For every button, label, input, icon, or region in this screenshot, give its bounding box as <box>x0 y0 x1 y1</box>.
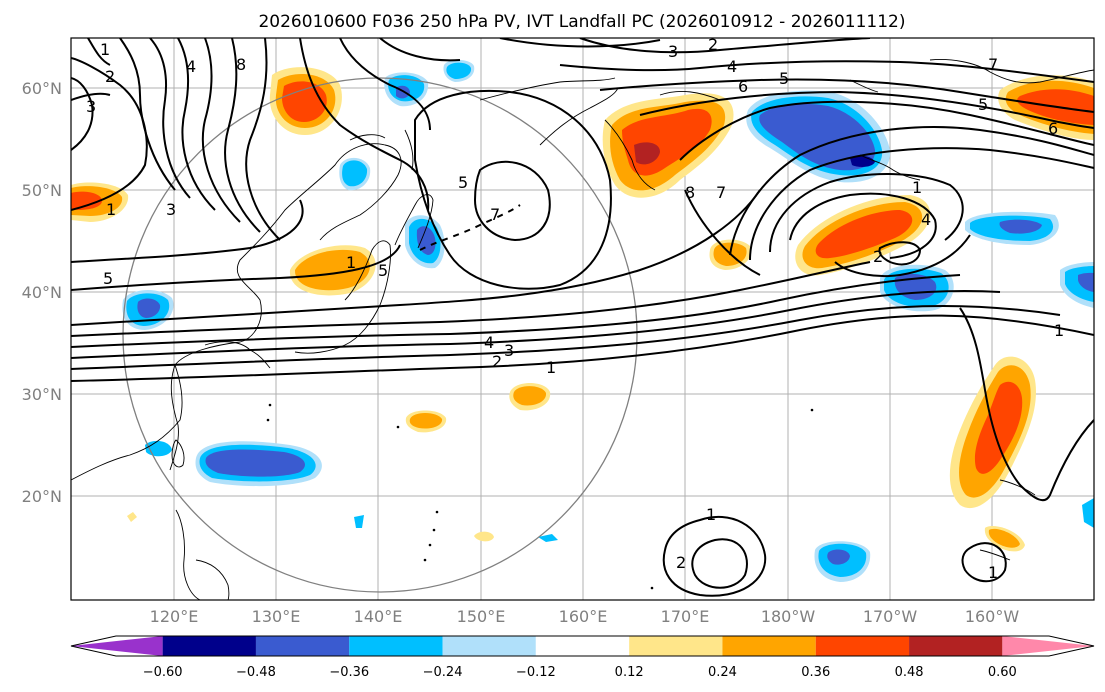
colorbar-bin <box>162 636 256 656</box>
colorbar-tick-label: 0.12 <box>615 665 644 680</box>
contour-label: 7 <box>490 205 500 224</box>
colorbar-extend-high <box>1002 636 1094 656</box>
lon-label: 160°E <box>559 607 608 626</box>
colorbar-bin <box>629 636 723 656</box>
colorbar-bin <box>815 636 910 656</box>
colorbar-tick-label: −0.36 <box>329 665 369 680</box>
colorbar-tick-label: −0.12 <box>516 665 556 680</box>
contour-label: 5 <box>978 95 988 114</box>
colorbar-tick-label: −0.60 <box>143 665 183 680</box>
contour-label: 4 <box>484 333 494 352</box>
colorbar-tick-label: −0.48 <box>236 665 276 680</box>
contour-label: 3 <box>166 200 176 219</box>
gridlines <box>71 38 1094 600</box>
negative-anomaly-shading <box>122 59 1094 582</box>
lon-label: 140°E <box>354 607 403 626</box>
lon-label: 170°W <box>863 607 918 626</box>
contour-label: 2 <box>676 553 686 572</box>
lat-label: 20°N <box>22 487 62 506</box>
colorbar-tick-label: 0.60 <box>988 665 1017 680</box>
contour-label: 3 <box>86 97 96 116</box>
contours <box>71 38 1094 597</box>
contour-label: 4 <box>921 210 931 229</box>
contour-label: 1 <box>106 200 116 219</box>
colorbar-tick-label: 0.36 <box>801 665 830 680</box>
colorbar-outline <box>70 635 1095 657</box>
contour-label: 4 <box>186 57 196 76</box>
map-area: 1 2 3 4 5 1 1 4 2 5 6 4 3 2 7 6 5 8 7 1 … <box>71 35 1094 600</box>
contour-label: 3 <box>668 42 678 61</box>
contour-label: 1 <box>1054 321 1064 340</box>
contour-label: 5 <box>378 261 388 280</box>
lat-label: 50°N <box>22 181 62 200</box>
lat-label: 30°N <box>22 385 62 404</box>
contour-label: 5 <box>779 69 789 88</box>
contour-label: 8 <box>685 183 695 202</box>
lon-label: 170°E <box>661 607 710 626</box>
islands <box>266 403 814 590</box>
colorbar-tick-label: 0.24 <box>708 665 737 680</box>
contour-label: 7 <box>716 183 726 202</box>
lon-label: 130°E <box>252 607 301 626</box>
radius-circle <box>122 77 638 593</box>
colorbar-bin <box>722 636 816 656</box>
colorbar-bin <box>255 636 350 656</box>
lat-label: 60°N <box>22 79 62 98</box>
lon-label: 150°E <box>457 607 506 626</box>
colorbar-extend-low <box>71 636 163 656</box>
coastlines <box>71 59 1094 600</box>
contour-label: 3 <box>504 341 514 360</box>
contour-label: 8 <box>236 55 246 74</box>
colorbar-tick-label: −0.24 <box>423 665 463 680</box>
contour-label: 1 <box>346 253 356 272</box>
contour-label: 7 <box>988 55 998 74</box>
map-title: 2026010600 F036 250 hPa PV, IVT Landfall… <box>258 12 905 32</box>
latitude-labels: 60°N 50°N 40°N 30°N 20°N <box>22 79 62 506</box>
lon-label: 120°E <box>150 607 199 626</box>
colorbar-bin <box>442 636 536 656</box>
contour-label: 1 <box>546 358 556 377</box>
contour-label: 2 <box>492 352 502 371</box>
colorbar-bin <box>909 636 1003 656</box>
map-frame <box>70 37 1095 601</box>
contour-label: 1 <box>988 563 998 582</box>
contour-label: 1 <box>100 40 110 59</box>
contour-label: 6 <box>1048 119 1058 138</box>
contour-label: 4 <box>727 57 737 76</box>
positive-anomaly-shading <box>71 67 1094 552</box>
contour-label: 1 <box>912 178 922 197</box>
colorbar-bin <box>349 636 443 656</box>
contour-label: 1 <box>706 505 716 524</box>
lat-label: 40°N <box>22 283 62 302</box>
contour-label: 5 <box>458 173 468 192</box>
contour-label: 2 <box>708 35 718 54</box>
colorbar-tick-label: 0.48 <box>895 665 924 680</box>
contour-label: 2 <box>105 67 115 86</box>
contour-label: 5 <box>103 269 113 288</box>
longitude-labels: 120°E 130°E 140°E 150°E 160°E 170°E 180°… <box>150 607 1020 626</box>
contour-labels: 1 2 3 4 5 1 1 4 2 5 6 4 3 2 7 6 5 8 7 1 … <box>86 35 1064 582</box>
lon-label: 180°W <box>761 607 816 626</box>
contour-label: 6 <box>738 77 748 96</box>
colorbar: −0.60 −0.48 −0.36 −0.24 −0.12 0.12 0.24 … <box>70 635 1095 680</box>
colorbar-ticks: −0.60 −0.48 −0.36 −0.24 −0.12 0.12 0.24 … <box>143 665 1017 680</box>
lon-label: 160°W <box>965 607 1020 626</box>
contour-label: 2 <box>873 247 883 266</box>
colorbar-bin <box>535 636 630 656</box>
